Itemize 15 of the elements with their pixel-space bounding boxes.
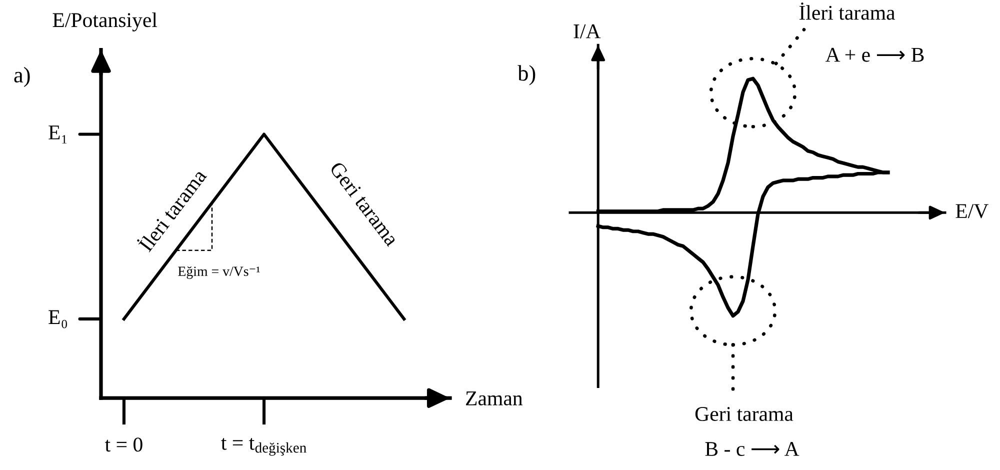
x-tick-label: t = 0: [104, 438, 142, 452]
chart-title: a): [14, 66, 30, 88]
y-axis-title: E/Potansiyel: [52, 12, 158, 32]
y-axis-title: I/A: [574, 24, 601, 38]
text: E₁: [48, 126, 67, 144]
text: Geri tarama: [695, 407, 794, 422]
x-axis-title: Zaman: [466, 392, 523, 406]
text: İleri tarama: [799, 2, 896, 20]
x-tick-label: t = t$_{değişken}$: [221, 438, 306, 456]
chart-title: b): [518, 65, 536, 86]
text: B - c ⟶ A: [705, 442, 800, 456]
text: A + e ⟶ B: [825, 48, 924, 62]
x-axis-title: E/V: [956, 204, 988, 218]
annotation: Eğim = v/Vs⁻¹: [178, 266, 260, 279]
text: E₀: [48, 310, 68, 328]
